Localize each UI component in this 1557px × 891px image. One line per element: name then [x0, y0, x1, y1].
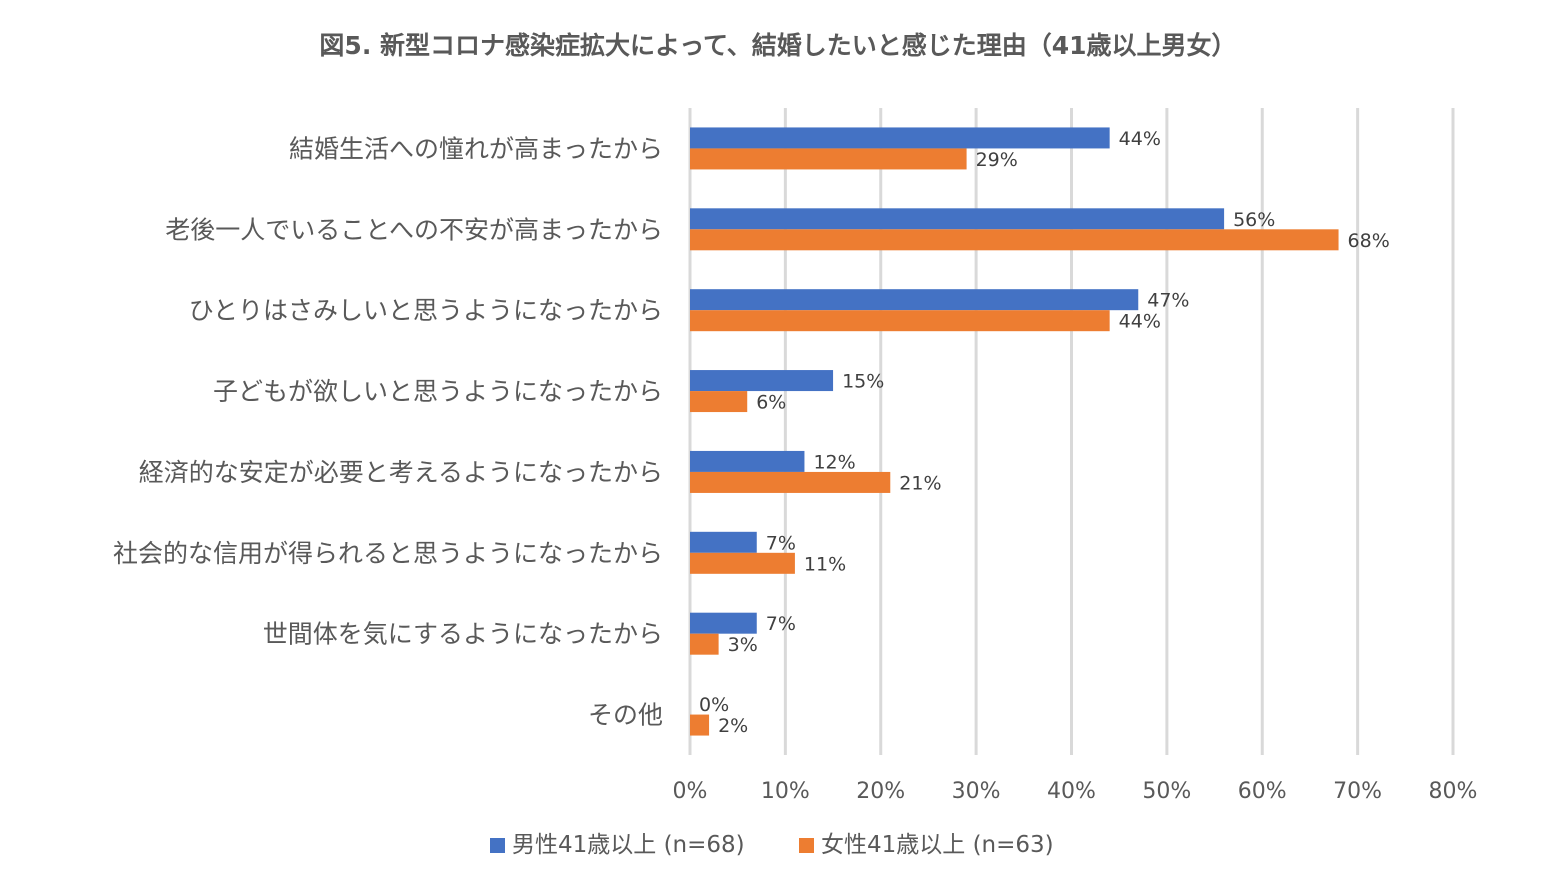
- bar-series-0-1: [690, 208, 1225, 230]
- bar-series-1-1: [690, 229, 1339, 251]
- category-label-0: 結婚生活への憧れが高まったから: [289, 134, 663, 163]
- x-tick-label-5: 50%: [1142, 779, 1191, 804]
- category-label-5: 社会的な信用が得られると思うようになったから: [113, 539, 663, 568]
- x-tick-label-2: 20%: [856, 779, 905, 804]
- bar-series-1-6: [690, 633, 719, 655]
- bar-series-0-4: [690, 450, 805, 472]
- bar-series-1-2: [690, 310, 1110, 332]
- data-label-series-1-0: 29%: [976, 149, 1018, 171]
- data-label-series-0-5: 7%: [766, 532, 796, 554]
- legend-label-0: 男性41歳以上 (n=68): [512, 832, 745, 858]
- data-label-series-1-6: 3%: [728, 634, 758, 656]
- data-label-series-0-1: 56%: [1233, 209, 1275, 231]
- category-label-6: 世間体を気にするようになったから: [263, 620, 663, 649]
- x-tick-label-3: 30%: [952, 779, 1001, 804]
- data-label-series-0-0: 44%: [1119, 128, 1161, 150]
- category-label-2: ひとりはさみしいと思うようになったから: [189, 296, 663, 325]
- category-labels: 結婚生活への憧れが高まったから老後一人でいることへの不安が高まったからひとりはさ…: [113, 134, 663, 729]
- category-label-7: その他: [588, 701, 663, 730]
- data-label-series-0-6: 7%: [766, 613, 796, 635]
- bar-series-0-6: [690, 612, 757, 634]
- x-axis-ticks: 0% 10% 20% 30% 40% 50% 60% 70% 80%: [673, 779, 1478, 804]
- bar-series-1-0: [690, 148, 967, 170]
- data-labels: 44% 56% 47% 15% 12% 7% 7% 0% 29% 68% 44% 6% 21% 11% 3%…: [699, 128, 1390, 737]
- bar-series-1-5: [690, 552, 795, 574]
- data-label-series-1-3: 6%: [756, 392, 786, 414]
- data-label-series-0-3: 15%: [842, 371, 884, 393]
- data-label-series-0-2: 47%: [1147, 290, 1189, 312]
- data-label-series-1-5: 11%: [804, 553, 846, 575]
- category-label-4: 経済的な安定が必要と考えるようになったから: [139, 458, 663, 487]
- legend-swatch-1: [799, 838, 814, 853]
- legend: 男性41歳以上 (n=68) 女性41歳以上 (n=63): [490, 832, 1054, 858]
- bar-series-0-0: [690, 127, 1110, 149]
- bar-series-0-3: [690, 370, 834, 392]
- x-tick-label-6: 60%: [1238, 779, 1287, 804]
- bars: [690, 127, 1339, 736]
- data-label-series-1-4: 21%: [899, 472, 941, 494]
- x-tick-label-4: 40%: [1047, 779, 1096, 804]
- legend-swatch-0: [490, 838, 505, 853]
- category-label-1: 老後一人でいることへの不安が高まったから: [165, 215, 663, 244]
- data-label-series-0-4: 12%: [813, 451, 855, 473]
- bar-series-0-2: [690, 289, 1139, 311]
- data-label-series-1-7: 2%: [718, 715, 748, 737]
- x-tick-label-1: 10%: [761, 779, 810, 804]
- x-tick-label-7: 70%: [1333, 779, 1382, 804]
- x-tick-label-8: 80%: [1429, 779, 1478, 804]
- legend-label-1: 女性41歳以上 (n=63): [821, 832, 1054, 858]
- bar-series-1-3: [690, 391, 748, 413]
- category-label-3: 子どもが欲しいと思うようになったから: [213, 377, 663, 406]
- bar-series-0-5: [690, 531, 757, 553]
- data-label-series-1-1: 68%: [1348, 230, 1390, 252]
- chart-title: 図5. 新型コロナ感染症拡大によって、結婚したいと感じた理由（41歳以上男女）: [319, 31, 1236, 60]
- bar-series-1-4: [690, 471, 891, 493]
- data-label-series-0-7: 0%: [699, 694, 729, 716]
- x-tick-label-0: 0%: [673, 779, 708, 804]
- bar-series-1-7: [690, 714, 710, 736]
- grid-layer: [688, 108, 1455, 755]
- data-label-series-1-2: 44%: [1119, 311, 1161, 333]
